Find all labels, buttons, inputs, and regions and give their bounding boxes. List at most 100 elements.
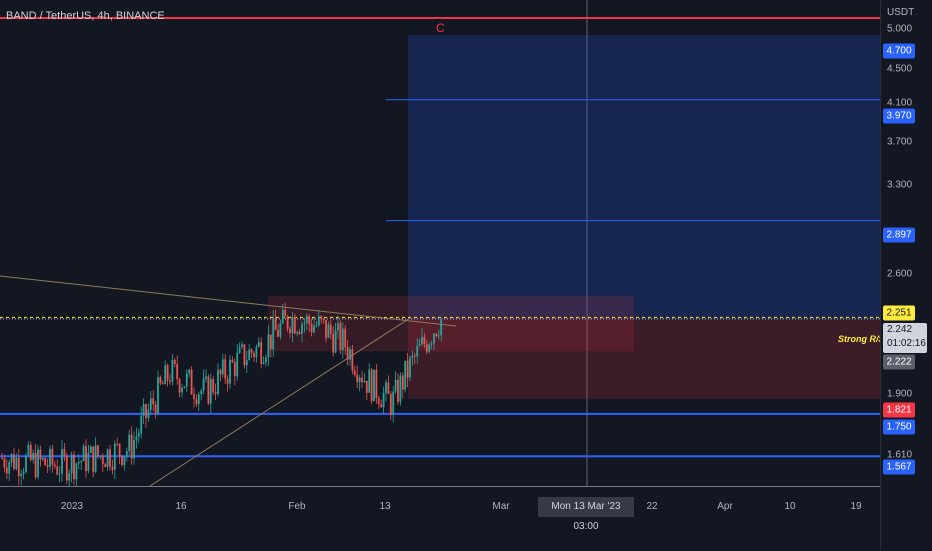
tp1-price-badge: 2.897 bbox=[883, 227, 915, 243]
chart-area[interactable]: BAND / TetherUS, 4h, BINANCE C Strong R/… bbox=[0, 0, 880, 486]
candle-body bbox=[176, 363, 179, 380]
candle-body bbox=[255, 346, 258, 358]
candle-body bbox=[209, 379, 212, 404]
candle-body bbox=[51, 448, 54, 465]
candle-body bbox=[281, 309, 284, 323]
ascending-trendline bbox=[149, 317, 411, 486]
candle-body bbox=[437, 335, 440, 337]
candle-body bbox=[25, 455, 27, 472]
candle-body bbox=[260, 342, 263, 364]
candle-body bbox=[68, 473, 71, 481]
candle-body bbox=[20, 473, 23, 477]
candle-body bbox=[77, 462, 80, 464]
target-zone bbox=[408, 35, 880, 319]
candle-body bbox=[421, 337, 423, 345]
candle-body bbox=[349, 349, 351, 360]
candle-body bbox=[368, 369, 371, 393]
candle-body bbox=[274, 318, 277, 331]
candle-body bbox=[317, 316, 320, 326]
candle-body bbox=[116, 443, 119, 445]
candle-body bbox=[329, 324, 332, 334]
candle-body bbox=[111, 466, 114, 470]
candle-body bbox=[125, 451, 128, 457]
candle-body bbox=[409, 357, 411, 378]
candle-body bbox=[63, 449, 66, 456]
candle-body bbox=[221, 359, 224, 375]
candle-body bbox=[394, 379, 397, 392]
price-tick: 3.300 bbox=[887, 179, 913, 191]
candle-body bbox=[140, 415, 143, 434]
candle-body bbox=[94, 445, 97, 472]
current-price-box: 2.242 01:02:16 bbox=[883, 323, 927, 353]
candle-body bbox=[248, 349, 251, 361]
time-tick: 16 bbox=[175, 501, 187, 512]
candle-body bbox=[128, 434, 131, 452]
candle-body bbox=[46, 465, 49, 467]
candle-body bbox=[411, 355, 414, 358]
candle-body bbox=[44, 458, 47, 466]
candle-body bbox=[339, 323, 342, 351]
candle-body bbox=[152, 398, 155, 405]
candle-body bbox=[70, 454, 73, 474]
candle-body bbox=[32, 452, 35, 461]
candle-body bbox=[149, 398, 152, 410]
candle-body bbox=[161, 383, 164, 385]
candle-body bbox=[440, 318, 443, 336]
candle-body bbox=[315, 325, 318, 327]
candle-body bbox=[416, 346, 419, 357]
time-tick: Apr bbox=[717, 501, 733, 512]
candle-body bbox=[65, 455, 68, 481]
candle-body bbox=[389, 394, 392, 415]
alt-price-badge: 2.222 bbox=[883, 354, 915, 370]
candle-body bbox=[243, 344, 246, 366]
candle-body bbox=[241, 344, 243, 347]
candle-body bbox=[164, 365, 167, 385]
candle-body bbox=[5, 467, 8, 474]
candle-body bbox=[401, 375, 404, 390]
candle-body bbox=[181, 387, 183, 393]
price-tick: 1.610 bbox=[887, 449, 913, 461]
candle-body bbox=[425, 344, 428, 352]
candle-body bbox=[29, 445, 32, 461]
candle-body bbox=[75, 463, 78, 480]
candle-body bbox=[99, 455, 102, 457]
candle-body bbox=[82, 446, 85, 462]
candle-body bbox=[123, 456, 126, 465]
price-chart[interactable] bbox=[0, 0, 880, 486]
support-2-badge: 1.567 bbox=[883, 459, 915, 475]
candle-body bbox=[337, 323, 339, 331]
candle-body bbox=[236, 352, 239, 377]
candle-body bbox=[61, 449, 63, 474]
candle-body bbox=[404, 360, 407, 390]
time-axis[interactable]: 2023 16 Feb 13 Mar Mon 13 Mar '23 03:00 … bbox=[0, 486, 880, 551]
candle-body bbox=[212, 379, 215, 393]
candle-body bbox=[207, 376, 210, 404]
candle-body bbox=[284, 309, 287, 317]
crosshair-time-label: Mon 13 Mar '23 03:00 bbox=[538, 497, 634, 532]
descending-trendline bbox=[0, 275, 457, 327]
candle-body bbox=[133, 439, 135, 459]
candle-body bbox=[286, 316, 289, 329]
candle-body bbox=[202, 378, 205, 391]
bar-countdown: 01:02:16 bbox=[887, 338, 926, 349]
candle-body bbox=[229, 359, 231, 384]
candle-body bbox=[272, 318, 275, 350]
price-axis[interactable]: USDT 5.000 4.500 4.100 3.700 3.300 2.600… bbox=[880, 0, 932, 550]
candle-body bbox=[217, 369, 219, 394]
support-1-badge: 1.750 bbox=[883, 419, 915, 435]
stop-price-badge: 1.821 bbox=[883, 402, 915, 418]
candle-body bbox=[39, 449, 42, 460]
candle-body bbox=[224, 359, 227, 379]
wave-c-label: C bbox=[436, 21, 445, 35]
candle-body bbox=[262, 362, 265, 364]
candle-body bbox=[37, 449, 39, 478]
time-tick: 13 bbox=[379, 501, 391, 512]
candle-body bbox=[147, 409, 150, 419]
resistance-box bbox=[268, 295, 634, 352]
candle-body bbox=[392, 391, 395, 415]
candle-body bbox=[10, 453, 13, 463]
candle-body bbox=[157, 377, 159, 414]
candle-body bbox=[15, 457, 18, 469]
candle-body bbox=[190, 369, 193, 395]
candle-body bbox=[101, 455, 104, 465]
